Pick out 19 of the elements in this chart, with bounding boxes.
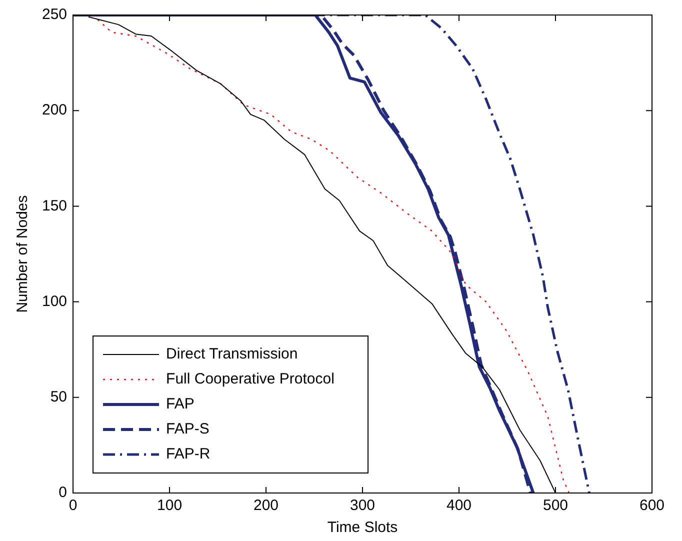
legend-label: Full Cooperative Protocol	[166, 370, 334, 388]
y-axis-title: Number of Nodes	[14, 195, 32, 313]
y-tick-label: 50	[50, 388, 68, 406]
legend-label: Direct Transmission	[166, 346, 298, 363]
x-tick-label: 500	[542, 497, 568, 514]
x-tick-label: 400	[446, 497, 472, 514]
x-tick-label: 100	[157, 497, 182, 514]
y-tick-label: 200	[42, 102, 68, 119]
legend-label: FAP-R	[166, 446, 210, 463]
x-tick-label: 200	[254, 497, 279, 514]
legend-label: FAP	[166, 396, 194, 413]
y-tick-label: 250	[42, 6, 68, 24]
y-tick-label: 0	[58, 484, 68, 502]
legend-label: FAP-S	[166, 420, 210, 438]
x-tick-label: 300	[350, 497, 376, 514]
x-axis-title: Time Slots	[327, 519, 398, 536]
x-tick-label: 600	[639, 497, 665, 514]
y-tick-label: 100	[42, 292, 68, 310]
y-tick-label: 150	[42, 197, 68, 214]
